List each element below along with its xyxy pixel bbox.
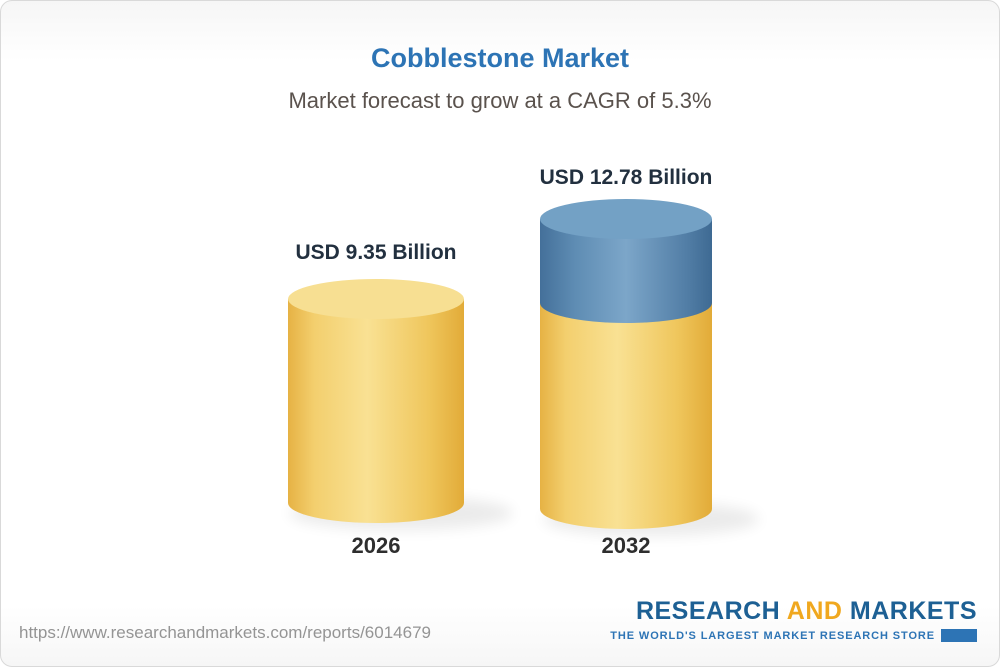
logo-wordmark: RESEARCH AND MARKETS <box>610 597 977 626</box>
cylinder-bar-chart <box>288 199 759 536</box>
bar-2026 <box>288 279 464 523</box>
value-label-2032: USD 12.78 Billion <box>539 166 713 189</box>
logo-tagline-text: THE WORLD'S LARGEST MARKET RESEARCH STOR… <box>610 629 935 642</box>
report-url: https://www.researchandmarkets.com/repor… <box>19 623 431 642</box>
research-and-markets-logo: RESEARCH AND MARKETS THE WORLD'S LARGEST… <box>610 597 977 642</box>
category-label-2032: 2032 <box>601 533 651 558</box>
logo-word-and: AND <box>786 597 843 625</box>
logo-word-research: RESEARCH <box>635 597 781 625</box>
logo-word-markets: MARKETS <box>849 597 977 625</box>
bar-2032-base-segment <box>540 303 712 529</box>
chart-subtitle: Market forecast to grow at a CAGR of 5.3… <box>288 88 712 113</box>
bar-2032-growth-segment <box>540 219 712 323</box>
chart-title: Cobblestone Market <box>370 43 630 73</box>
logo-tagline-block-icon <box>941 629 977 642</box>
category-label-2026: 2026 <box>351 533 401 558</box>
bar-2032 <box>540 199 712 529</box>
value-label-2026: USD 9.35 Billion <box>295 241 457 264</box>
logo-tagline: THE WORLD'S LARGEST MARKET RESEARCH STOR… <box>610 629 977 642</box>
